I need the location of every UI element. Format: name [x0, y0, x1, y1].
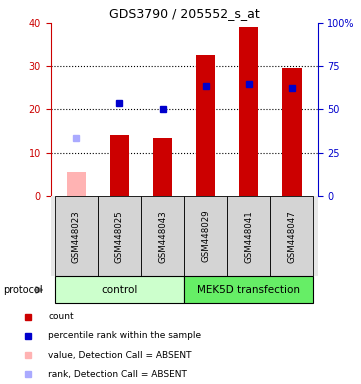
Text: GSM448029: GSM448029	[201, 210, 210, 263]
Bar	[153, 137, 172, 196]
Text: protocol: protocol	[4, 285, 43, 295]
Bar	[184, 196, 227, 276]
Text: control: control	[101, 285, 138, 295]
Bar	[282, 68, 301, 196]
Text: GSM448047: GSM448047	[287, 210, 296, 263]
Bar	[196, 55, 216, 196]
Text: GSM448025: GSM448025	[115, 210, 124, 263]
Bar	[239, 27, 258, 196]
Bar	[55, 196, 98, 276]
Text: value, Detection Call = ABSENT: value, Detection Call = ABSENT	[48, 351, 192, 360]
Bar	[227, 196, 270, 276]
Bar	[55, 276, 184, 303]
Bar	[98, 196, 141, 276]
Text: MEK5D transfection: MEK5D transfection	[197, 285, 300, 295]
Text: rank, Detection Call = ABSENT: rank, Detection Call = ABSENT	[48, 370, 187, 379]
Bar	[141, 196, 184, 276]
Text: percentile rank within the sample: percentile rank within the sample	[48, 331, 201, 341]
Bar	[270, 196, 313, 276]
Bar	[67, 172, 86, 196]
Text: count: count	[48, 312, 74, 321]
Text: GSM448041: GSM448041	[244, 210, 253, 263]
Title: GDS3790 / 205552_s_at: GDS3790 / 205552_s_at	[109, 7, 260, 20]
Bar	[110, 136, 129, 196]
Text: GSM448023: GSM448023	[72, 210, 81, 263]
Bar	[184, 276, 313, 303]
Text: GSM448043: GSM448043	[158, 210, 167, 263]
